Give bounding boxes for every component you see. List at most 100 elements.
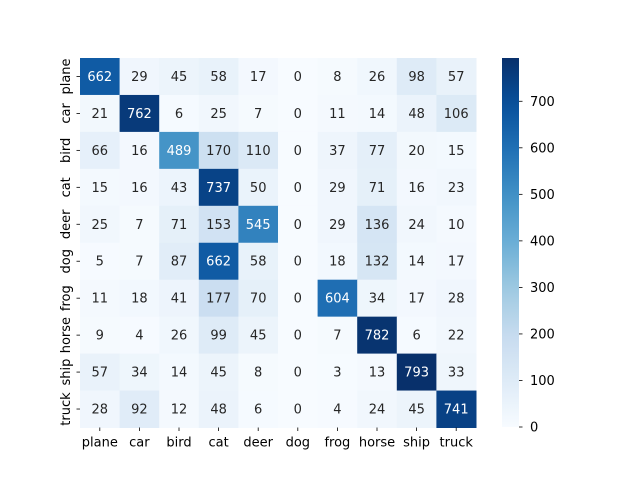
heatmap-cell — [119, 168, 160, 207]
heatmap-cell — [238, 316, 279, 355]
cell-value-label: 34 — [369, 292, 386, 307]
cell-value-label: 545 — [246, 218, 271, 233]
cell-value-label: 33 — [448, 366, 465, 381]
heatmap-cell — [278, 205, 319, 244]
heatmap-cell — [80, 94, 121, 133]
heatmap-cell — [238, 242, 279, 281]
heatmap-cell — [357, 94, 398, 133]
cell-value-label: 57 — [92, 366, 109, 381]
heatmap-cell — [238, 94, 279, 133]
cell-value-label: 37 — [329, 144, 346, 159]
heatmap-cell — [80, 205, 121, 244]
cell-value-label: 762 — [127, 107, 152, 122]
cell-value-label: 58 — [210, 70, 227, 85]
heatmap-cell — [436, 94, 477, 133]
heatmap-cell — [198, 316, 239, 355]
x-tick-label: truck — [440, 436, 474, 451]
heatmap-cell — [317, 205, 358, 244]
heatmap-cell — [80, 242, 121, 281]
x-tick-label: frog — [324, 436, 350, 451]
cell-value-label: 26 — [171, 329, 188, 344]
cell-value-label: 25 — [210, 107, 227, 122]
heatmap-cell — [436, 353, 477, 392]
cell-value-label: 7 — [333, 329, 341, 344]
cell-value-label: 18 — [131, 292, 148, 307]
heatmap-cell — [119, 131, 160, 170]
cell-value-label: 29 — [329, 181, 346, 196]
cell-value-label: 6 — [175, 107, 183, 122]
cell-value-label: 0 — [294, 144, 302, 159]
heatmap-cell — [80, 168, 121, 207]
heatmap-cell — [396, 205, 437, 244]
cell-value-label: 17 — [408, 292, 425, 307]
cell-value-label: 48 — [210, 403, 227, 418]
cell-value-label: 0 — [294, 181, 302, 196]
y-tick-label: horse — [59, 317, 74, 353]
cell-value-label: 29 — [329, 218, 346, 233]
cell-value-label: 24 — [369, 403, 386, 418]
cell-value-label: 45 — [250, 329, 267, 344]
cell-value-label: 13 — [369, 366, 386, 381]
y-axis: plane car bird cat deer dog frog horse ship truck — [59, 58, 80, 426]
heatmap-cell — [317, 390, 358, 428]
heatmap-cell — [198, 205, 239, 244]
cell-value-label: 0 — [294, 292, 302, 307]
heatmap-cell — [119, 353, 160, 392]
cell-value-label: 16 — [408, 181, 425, 196]
heatmap-cell — [119, 390, 160, 428]
cell-value-label: 10 — [448, 218, 465, 233]
x-tick-label: bird — [166, 436, 191, 451]
cell-value-label: 662 — [87, 70, 112, 85]
cell-value-label: 14 — [408, 255, 425, 270]
cell-value-label: 7 — [135, 218, 143, 233]
y-tick-label: frog — [59, 285, 74, 311]
cell-value-label: 741 — [444, 403, 469, 418]
heatmap-cell — [317, 168, 358, 207]
colorbar-tick-label: 200 — [530, 327, 555, 342]
cell-value-label: 6 — [254, 403, 262, 418]
cell-value-label: 782 — [365, 329, 390, 344]
x-tick-label: cat — [208, 436, 228, 451]
heatmap-cell — [317, 94, 358, 133]
cell-value-label: 489 — [167, 144, 192, 159]
heatmap-cell — [436, 242, 477, 281]
cell-value-label: 7 — [254, 107, 262, 122]
cell-value-label: 22 — [448, 329, 465, 344]
heatmap-cell — [278, 390, 319, 428]
cell-value-label: 71 — [369, 181, 386, 196]
heatmap-cell — [159, 353, 200, 392]
cell-value-label: 12 — [171, 403, 188, 418]
cell-value-label: 153 — [206, 218, 231, 233]
heatmap-cell — [436, 205, 477, 244]
heatmap-cell — [396, 131, 437, 170]
colorbar-tick-label: 100 — [530, 374, 555, 389]
heatmap-cell — [357, 316, 398, 355]
heatmap-cell — [119, 242, 160, 281]
heatmap-cell — [238, 205, 279, 244]
heatmap-cell — [119, 279, 160, 318]
heatmap-cell — [357, 131, 398, 170]
cell-value-label: 18 — [329, 255, 346, 270]
cell-value-label: 15 — [448, 144, 465, 159]
cell-value-label: 48 — [408, 107, 425, 122]
colorbar: 0 100 200 300 400 500 600 700 — [502, 58, 555, 436]
cell-value-label: 23 — [448, 181, 465, 196]
heatmap-cell — [198, 353, 239, 392]
cell-value-label: 26 — [369, 70, 386, 85]
heatmap-cell — [159, 205, 200, 244]
x-tick-label: car — [129, 436, 150, 451]
heatmap-cell — [80, 131, 121, 170]
heatmap-cell — [357, 353, 398, 392]
heatmap-cell — [278, 353, 319, 392]
cell-value-label: 25 — [92, 218, 109, 233]
cell-value-label: 50 — [250, 181, 267, 196]
cell-value-label: 34 — [131, 366, 148, 381]
cell-value-label: 662 — [206, 255, 231, 270]
heatmap-cell — [119, 316, 160, 355]
cell-value-label: 20 — [408, 144, 425, 159]
cell-value-label: 41 — [171, 292, 188, 307]
heatmap-cell — [238, 131, 279, 170]
cell-value-label: 3 — [333, 366, 341, 381]
